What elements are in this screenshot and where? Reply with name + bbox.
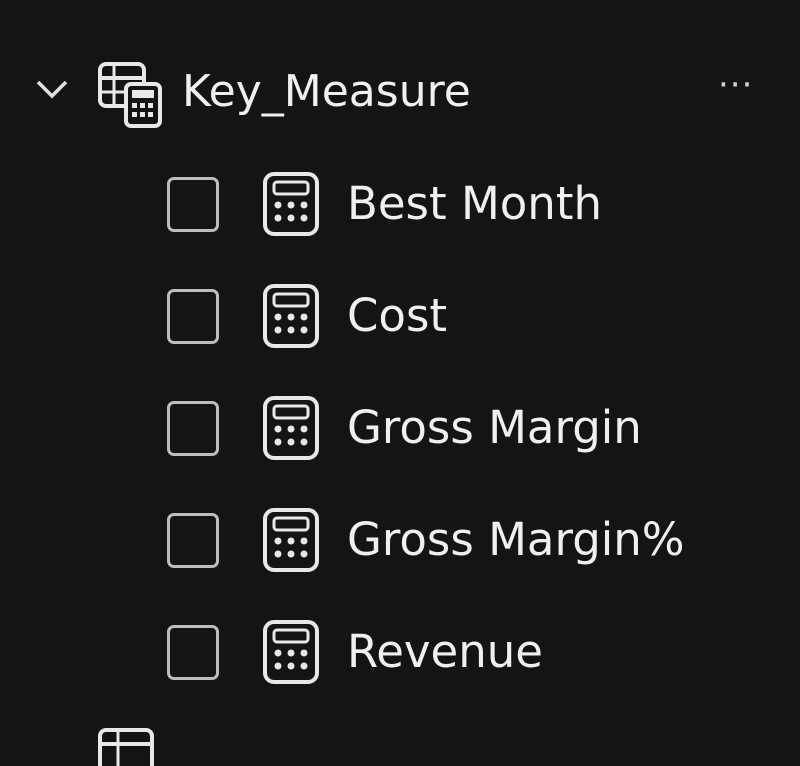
calculator-icon bbox=[263, 284, 319, 348]
measure-label: Best Month bbox=[347, 177, 602, 230]
more-options-button[interactable]: ··· bbox=[718, 65, 754, 105]
measure-label: Cost bbox=[347, 289, 448, 342]
chevron-down-icon[interactable] bbox=[32, 70, 72, 110]
measure-item[interactable]: Best Month bbox=[0, 154, 800, 254]
measure-item[interactable]: Cost bbox=[0, 266, 800, 366]
table-calculator-icon bbox=[98, 62, 162, 128]
measure-checkbox[interactable] bbox=[167, 177, 219, 232]
measure-checkbox[interactable] bbox=[167, 513, 219, 568]
measure-checkbox[interactable] bbox=[167, 625, 219, 680]
calculator-icon bbox=[263, 396, 319, 460]
table-header-key-measure[interactable]: Key_Measure ··· bbox=[0, 0, 800, 128]
measure-item[interactable]: Gross Margin bbox=[0, 378, 800, 478]
measure-item[interactable]: Gross Margin% bbox=[0, 490, 800, 590]
measure-checkbox[interactable] bbox=[167, 289, 219, 344]
calculator-icon bbox=[263, 172, 319, 236]
table-icon bbox=[98, 728, 154, 766]
table-name: Key_Measure bbox=[182, 66, 471, 117]
calculator-icon bbox=[263, 508, 319, 572]
calculator-icon bbox=[263, 620, 319, 684]
measure-label: Gross Margin bbox=[347, 401, 642, 454]
measure-item[interactable]: Revenue bbox=[0, 602, 800, 702]
measure-label: Revenue bbox=[347, 625, 543, 678]
measure-label: Gross Margin% bbox=[347, 513, 685, 566]
measure-checkbox[interactable] bbox=[167, 401, 219, 456]
